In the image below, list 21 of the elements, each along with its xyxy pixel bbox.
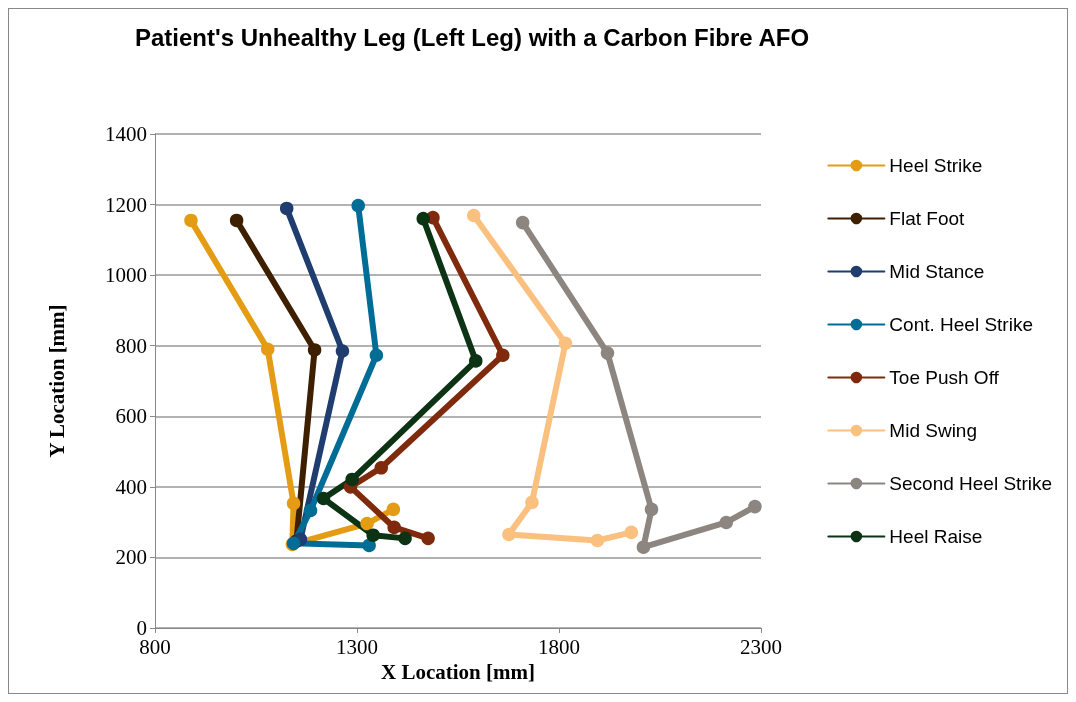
chart-title: Patient's Unhealthy Leg (Left Leg) with a Carbon Fibre AFO — [134, 23, 810, 51]
x-tick-label: 2300 — [740, 634, 782, 659]
y-tick-label: 200 — [115, 545, 147, 570]
y-tick-label: 800 — [115, 333, 147, 358]
x-axis-title: X Location [mm] — [381, 660, 535, 685]
legend-label: Heel Raise — [889, 526, 983, 547]
y-tick-label: 1000 — [105, 263, 147, 288]
y-tick-label: 1400 — [105, 122, 147, 146]
y-tick-label: 400 — [115, 474, 147, 499]
x-tick-label: 1800 — [538, 634, 580, 659]
y-tick-label: 1200 — [105, 192, 147, 217]
legend-label: Mid Swing — [889, 420, 978, 441]
legend-label: Cont. Heel Strike — [889, 314, 1033, 335]
legend-label: Toe Push Off — [889, 367, 1000, 388]
y-tick-label: 600 — [115, 404, 147, 429]
y-axis-title: Y Location [mm] — [44, 304, 69, 458]
legend-label: Flat Foot — [889, 208, 966, 229]
x-tick-label: 1300 — [336, 634, 378, 659]
legend-label: Heel Strike — [889, 155, 983, 176]
legend-label: Second Heel Strike — [889, 473, 1053, 494]
legend-label: Mid Stance — [889, 261, 985, 282]
